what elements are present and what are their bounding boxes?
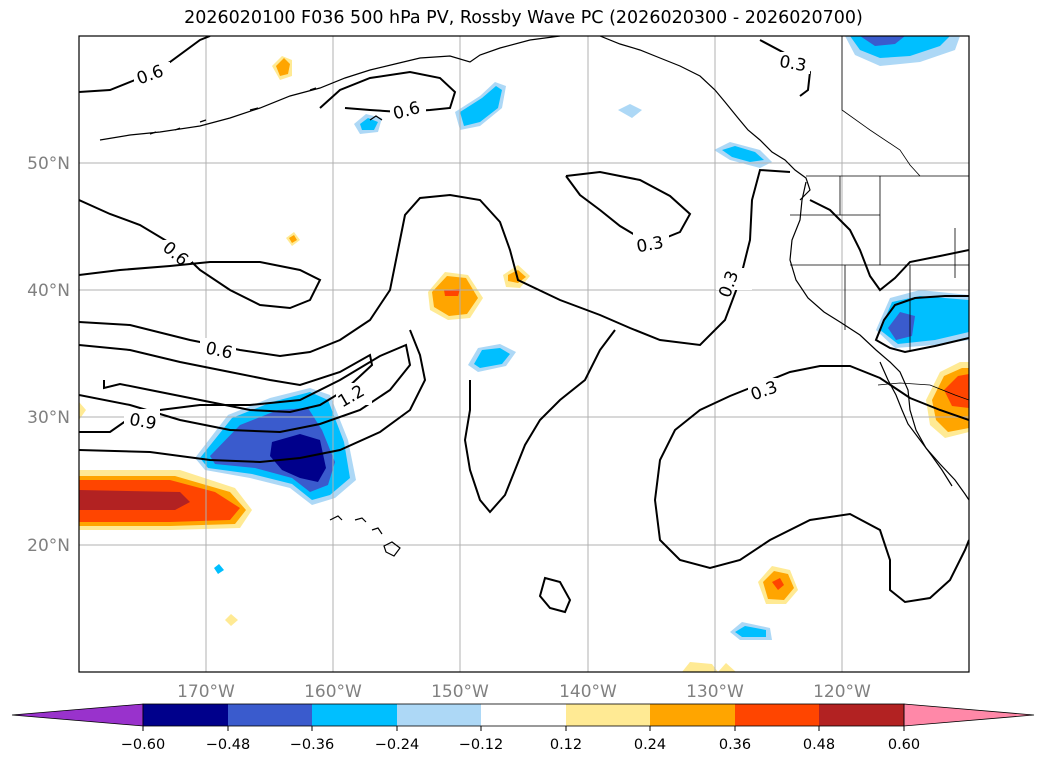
colorbar-swatch: [819, 704, 904, 726]
contour-label-0.3-a: 0.3: [635, 233, 665, 257]
negative-blob-ne-mid: [860, 36, 905, 46]
lon-label-120w: 120°W: [813, 682, 871, 702]
negative-blob-bc-blue: [722, 146, 764, 162]
positive-blob-edge: [79, 402, 86, 420]
alaska-canada-border: [841, 36, 921, 177]
colorbar-swatch: [735, 704, 819, 726]
negative-blob-north-blue: [460, 86, 502, 126]
negative-blob-tiny1: [214, 564, 224, 574]
contour-0.6-mid: [79, 344, 374, 414]
lon-label-160w: 160°W: [304, 682, 362, 702]
contour-label-bg: [716, 268, 752, 290]
colorbar-tick-label: 0.12: [550, 737, 582, 753]
contour-1.2: [79, 329, 427, 464]
negative-blob-gulf: [618, 104, 642, 118]
positive-blob-bottom: [682, 662, 718, 672]
contour-label-bg: [156, 240, 192, 262]
colorbar-frame: [142, 703, 905, 727]
contour-0.3-east: [809, 199, 969, 292]
contour-label-bg: [774, 52, 810, 74]
contour-0.3-main: [79, 168, 791, 358]
colorbar-swatch: [228, 704, 312, 726]
lon-label-140w: 140°W: [559, 682, 617, 702]
contour-label-bg: [390, 98, 426, 120]
contour-0.3-central: [463, 329, 616, 514]
us-mexico-border: [877, 382, 969, 401]
contour-0.3-small: [538, 576, 572, 614]
contour-0.3-california: [874, 295, 969, 354]
gulf-alaska-coast: [599, 36, 811, 201]
longitude-labels: 170°W 160°W 150°W 140°W 130°W 120°W: [177, 682, 871, 702]
colorbar-tick-label: 0.24: [634, 737, 666, 753]
positive-blob-tiny-orange: [289, 235, 297, 243]
colorbar-tick-label: −0.60: [121, 737, 165, 753]
colorbar-swatch: [312, 704, 397, 726]
lon-label-150w: 150°W: [431, 682, 489, 702]
positive-blob-south-red: [772, 578, 784, 590]
contour-label-0.9: 0.9: [128, 410, 158, 434]
contour-label-bg: [748, 378, 784, 400]
negative-blob-147w-blue: [474, 348, 510, 368]
colorbar-tick-label: −0.48: [206, 737, 250, 753]
colorbar-swatch: [397, 704, 481, 726]
colorbar-tick-label: 0.36: [719, 737, 751, 753]
lon-label-130w: 130°W: [686, 682, 744, 702]
colorbar-tick-label: −0.36: [290, 737, 334, 753]
contour-label-bg: [336, 383, 372, 405]
map-frame: [78, 35, 970, 673]
contour-0.3-south: [653, 365, 969, 604]
latitude-labels: 50°N 40°N 30°N 20°N: [27, 154, 70, 556]
colorbar-tick-label: −0.24: [375, 737, 419, 753]
aleutian-islands: [149, 87, 383, 135]
coastlines: [99, 36, 969, 557]
lat-label-30n: 30°N: [27, 408, 70, 428]
state-borders: [790, 176, 969, 350]
positive-blob-tiny2: [225, 614, 238, 626]
contour-label-bg: [200, 338, 236, 360]
negative-blob-california-mid: [888, 312, 915, 340]
colorbar-swatch: [481, 704, 566, 726]
contour-labels: 0.6 0.6 0.6 0.6 0.9 1.2 0.3 0.3 0.3 0.3: [124, 52, 810, 434]
colorbar-tick-label: 0.60: [888, 737, 920, 753]
west-coast: [789, 181, 969, 501]
map-panel: 0.6 0.6 0.6 0.6 0.9 1.2 0.3 0.3 0.3 0.3: [78, 35, 970, 673]
contour-0.6-west: [79, 199, 322, 310]
colorbar: −0.60 −0.48 −0.36 −0.24 −0.12 0.12 0.24 …: [11, 703, 1035, 753]
positive-anomaly-west-darkred: [79, 490, 190, 510]
lat-label-50n: 50°N: [27, 154, 70, 174]
positive-blob-aleutian-orange: [276, 58, 290, 76]
colorbar-swatch: [650, 704, 735, 726]
map-title: 2026020100 F036 500 hPa PV, Rossby Wave …: [184, 8, 863, 28]
contour-0.3-trough: [565, 170, 692, 242]
colorbar-tick-marks: [142, 726, 905, 731]
contour-label-0.3-d: 0.3: [778, 52, 808, 76]
positive-blob-mexico-red: [944, 374, 969, 408]
colorbar-tick-label: 0.48: [803, 737, 835, 753]
lat-label-20n: 20°N: [27, 536, 70, 556]
contour-label-bg: [124, 409, 160, 431]
contour-label-bg: [134, 62, 170, 84]
positive-blob-150w-red: [444, 289, 460, 296]
shading-layer: [79, 36, 969, 672]
alaska-coast: [99, 36, 561, 141]
colorbar-extend-max: [903, 703, 1035, 727]
negative-blob-aleutian-blue: [360, 118, 378, 130]
negative-blob-south-blue: [735, 626, 766, 637]
lon-label-170w: 170°W: [177, 682, 235, 702]
contour-label-bg: [633, 232, 669, 254]
colorbar-swatch: [143, 704, 228, 726]
positive-blob-bottom2: [718, 663, 736, 672]
colorbar-extend-min: [11, 703, 144, 727]
hawaii-islands: [329, 515, 401, 557]
colorbar-swatch: [566, 704, 650, 726]
lat-label-40n: 40°N: [27, 281, 70, 301]
colorbar-tick-label: −0.12: [459, 737, 503, 753]
